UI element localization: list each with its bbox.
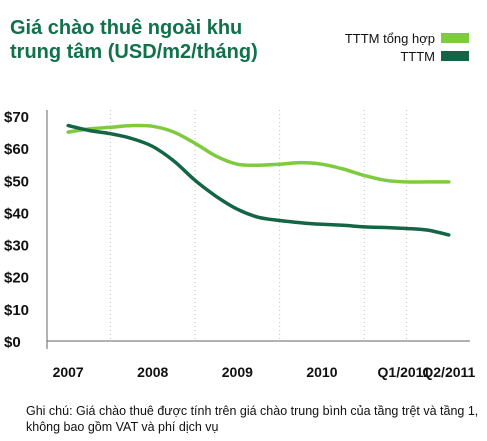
legend-item-2: TTTM bbox=[299, 48, 469, 64]
y-tick-label: $30 bbox=[4, 238, 29, 255]
x-tick-label: 2009 bbox=[222, 364, 253, 380]
chart-title-line-1: Giá chào thuê ngoài khu bbox=[10, 17, 243, 39]
legend-swatch-2 bbox=[441, 51, 469, 61]
y-tick-label: $0 bbox=[4, 334, 21, 351]
legend-swatch-1 bbox=[441, 33, 469, 43]
legend-label-2: TTTM bbox=[400, 48, 435, 64]
y-tick-label: $20 bbox=[4, 270, 29, 287]
x-tick-label: Q1/2011 bbox=[378, 364, 431, 380]
x-tick-label: 2008 bbox=[137, 364, 168, 380]
y-tick-label: $40 bbox=[4, 205, 29, 222]
x-tick-label: Q2/2011 bbox=[422, 364, 475, 380]
series-line-2 bbox=[66, 123, 451, 237]
chart-note: Ghi chú: Giá chào thuê được tính trên gi… bbox=[26, 404, 479, 434]
y-tick-label: $50 bbox=[4, 173, 29, 190]
y-tick-label: $70 bbox=[4, 109, 29, 126]
y-tick-label: $10 bbox=[4, 302, 29, 319]
x-tick-label: 2007 bbox=[53, 364, 84, 380]
y-tick-label: $60 bbox=[4, 141, 29, 158]
chart-title-line-2: trung tâm (USD/m2/tháng) bbox=[10, 41, 258, 63]
chart-title: Giá chào thuê ngoài khu trung tâm (USD/m… bbox=[10, 16, 310, 64]
chart-legend: TTTM tổng hợp TTTM bbox=[299, 30, 469, 66]
legend-label-1: TTTM tổng hợp bbox=[344, 30, 435, 46]
legend-item-1: TTTM tổng hợp bbox=[299, 30, 469, 46]
series-line-1 bbox=[66, 123, 451, 184]
x-tick-label: 2010 bbox=[306, 364, 337, 380]
